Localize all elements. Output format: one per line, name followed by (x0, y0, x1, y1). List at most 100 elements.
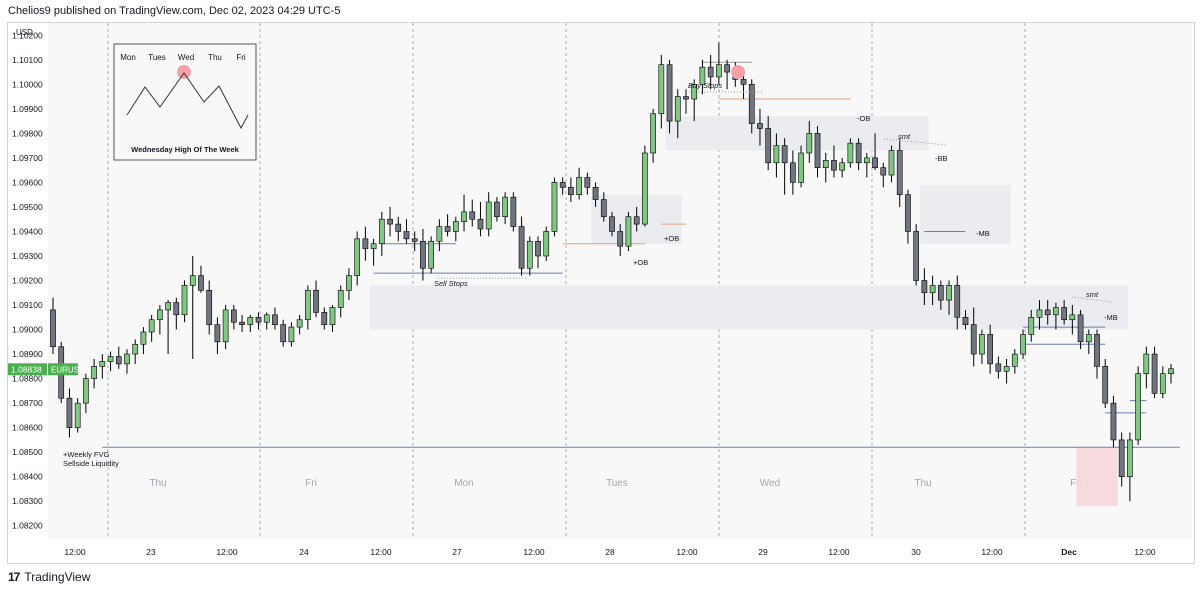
bullish-candle[interactable] (124, 349, 130, 374)
bullish-candle[interactable] (929, 275, 936, 306)
bullish-candle[interactable] (691, 79, 698, 122)
bullish-candle[interactable] (452, 216, 459, 242)
bullish-candle[interactable] (247, 314, 254, 332)
bullish-candle[interactable] (526, 236, 533, 276)
bearish-candle[interactable] (1061, 300, 1067, 325)
bearish-candle[interactable] (50, 297, 56, 355)
bullish-candle[interactable] (543, 226, 550, 261)
bullish-candle[interactable] (650, 108, 656, 163)
bearish-candle[interactable] (962, 309, 969, 330)
bullish-candle[interactable] (674, 89, 681, 139)
bullish-candle[interactable] (222, 305, 229, 350)
bullish-candle[interactable] (1020, 329, 1026, 359)
price-axis[interactable] (8, 23, 48, 561)
bearish-candle[interactable] (913, 224, 920, 286)
bullish-candle[interactable] (91, 358, 97, 389)
bullish-candle[interactable] (773, 133, 780, 178)
bullish-candle[interactable] (847, 138, 854, 168)
bullish-candle[interactable] (99, 354, 106, 379)
bearish-candle[interactable] (748, 79, 755, 134)
bullish-candle[interactable] (1003, 358, 1010, 384)
bearish-candle[interactable] (954, 275, 961, 330)
bullish-candle[interactable] (189, 255, 196, 359)
bearish-candle[interactable] (765, 116, 772, 171)
bearish-candle[interactable] (280, 319, 287, 347)
bearish-candle[interactable] (831, 145, 837, 178)
bullish-candle[interactable] (1159, 366, 1166, 399)
bearish-candle[interactable] (518, 216, 525, 276)
bullish-candle[interactable] (576, 167, 582, 200)
bullish-candle[interactable] (329, 305, 336, 332)
bullish-candle[interactable] (263, 312, 270, 330)
bullish-candle[interactable] (1011, 349, 1018, 374)
candlestick-chart[interactable]: Thu Fri Mon Tues Wed Thu Fri Buy Stops Sell Sto… (8, 23, 1192, 561)
bullish-candle[interactable] (798, 145, 804, 188)
bullish-candle[interactable] (148, 314, 155, 342)
bullish-candle[interactable] (1127, 432, 1133, 502)
bullish-candle[interactable] (346, 268, 352, 301)
bullish-candle[interactable] (107, 351, 114, 372)
bearish-candle[interactable] (740, 72, 747, 100)
bearish-candle[interactable] (321, 307, 328, 330)
bullish-candle[interactable] (946, 280, 952, 315)
bullish-candle[interactable] (551, 177, 558, 237)
bearish-candle[interactable] (905, 189, 911, 244)
bearish-candle[interactable] (206, 280, 213, 335)
bearish-candle[interactable] (896, 138, 903, 207)
bullish-candle[interactable] (165, 300, 171, 355)
bearish-candle[interactable] (420, 229, 426, 281)
bearish-candle[interactable] (683, 89, 689, 114)
bullish-candle[interactable] (83, 373, 89, 413)
bearish-candle[interactable] (313, 280, 319, 318)
bullish-candle[interactable] (140, 327, 147, 355)
bullish-candle[interactable] (461, 194, 467, 232)
bearish-candle[interactable] (987, 324, 993, 374)
bearish-candle[interactable] (872, 133, 878, 171)
bearish-candle[interactable] (66, 388, 73, 438)
bullish-candle[interactable] (1143, 346, 1150, 389)
bearish-candle[interactable] (600, 192, 607, 222)
bullish-candle[interactable] (642, 145, 648, 227)
bullish-candle[interactable] (378, 211, 385, 256)
bearish-candle[interactable] (272, 307, 278, 330)
bearish-candle[interactable] (1151, 346, 1158, 399)
bearish-candle[interactable] (1077, 309, 1084, 350)
bullish-candle[interactable] (1069, 305, 1076, 335)
bullish-candle[interactable] (485, 192, 492, 237)
bearish-candle[interactable] (477, 202, 484, 237)
bearish-candle[interactable] (617, 224, 624, 256)
bearish-candle[interactable] (362, 226, 369, 261)
bearish-candle[interactable] (592, 182, 599, 207)
bullish-candle[interactable] (888, 145, 895, 183)
bearish-candle[interactable] (880, 162, 887, 188)
bearish-candle[interactable] (1044, 300, 1051, 325)
bearish-candle[interactable] (1118, 432, 1125, 487)
bullish-candle[interactable] (1028, 309, 1035, 342)
bearish-candle[interactable] (239, 314, 245, 332)
bullish-candle[interactable] (1036, 300, 1043, 330)
bearish-candle[interactable] (559, 177, 566, 195)
bullish-candle[interactable] (822, 152, 829, 183)
bullish-candle[interactable] (502, 192, 508, 225)
bullish-candle[interactable] (288, 322, 295, 347)
bullish-candle[interactable] (428, 236, 434, 274)
bearish-candle[interactable] (781, 138, 788, 195)
bearish-candle[interactable] (1102, 358, 1109, 409)
bullish-candle[interactable] (716, 42, 722, 85)
bearish-candle[interactable] (387, 206, 393, 237)
bearish-candle[interactable] (411, 231, 418, 252)
bearish-candle[interactable] (707, 54, 714, 90)
bullish-candle[interactable] (296, 314, 303, 335)
bullish-candle[interactable] (806, 121, 813, 163)
bullish-candle[interactable] (337, 285, 344, 318)
bullish-candle[interactable] (1053, 302, 1059, 330)
bullish-candle[interactable] (1168, 363, 1174, 384)
bullish-candle[interactable] (839, 157, 846, 178)
bullish-candle[interactable] (658, 54, 665, 129)
bearish-candle[interactable] (757, 108, 763, 146)
bearish-candle[interactable] (403, 219, 410, 244)
bearish-candle[interactable] (568, 177, 574, 203)
bearish-candle[interactable] (724, 59, 730, 90)
bullish-candle[interactable] (625, 211, 632, 252)
bearish-candle[interactable] (633, 206, 640, 232)
